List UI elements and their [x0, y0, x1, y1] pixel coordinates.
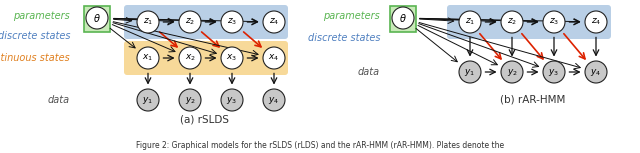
Circle shape [86, 7, 108, 29]
Text: $z_4$: $z_4$ [269, 17, 279, 27]
Text: discrete states: discrete states [307, 33, 380, 43]
Text: $y_1$: $y_1$ [143, 95, 154, 106]
Circle shape [179, 89, 201, 111]
FancyBboxPatch shape [124, 41, 288, 75]
Circle shape [221, 47, 243, 69]
Text: $z_2$: $z_2$ [507, 17, 517, 27]
FancyBboxPatch shape [124, 5, 288, 39]
Circle shape [179, 47, 201, 69]
Text: $z_3$: $z_3$ [227, 17, 237, 27]
Text: (a) rSLDS: (a) rSLDS [180, 115, 230, 125]
Text: $z_1$: $z_1$ [465, 17, 475, 27]
Text: $z_3$: $z_3$ [549, 17, 559, 27]
Text: $\theta$: $\theta$ [399, 12, 407, 24]
Circle shape [543, 11, 565, 33]
Text: $y_4$: $y_4$ [268, 95, 280, 106]
Text: data: data [358, 67, 380, 77]
Circle shape [263, 89, 285, 111]
Text: $z_4$: $z_4$ [591, 17, 601, 27]
Text: parameters: parameters [13, 11, 70, 21]
Circle shape [501, 11, 523, 33]
Text: discrete states: discrete states [0, 31, 70, 41]
Text: parameters: parameters [323, 11, 380, 21]
Circle shape [585, 61, 607, 83]
Text: $y_3$: $y_3$ [227, 95, 237, 106]
Circle shape [137, 89, 159, 111]
Text: $y_2$: $y_2$ [506, 67, 518, 78]
Circle shape [459, 61, 481, 83]
FancyBboxPatch shape [390, 6, 416, 32]
Circle shape [501, 61, 523, 83]
Text: $x_1$: $x_1$ [143, 53, 154, 63]
Text: $x_3$: $x_3$ [227, 53, 237, 63]
Circle shape [221, 89, 243, 111]
Text: $\theta$: $\theta$ [93, 12, 101, 24]
Text: $z_1$: $z_1$ [143, 17, 153, 27]
Circle shape [179, 11, 201, 33]
Circle shape [263, 11, 285, 33]
Text: continuous states: continuous states [0, 53, 70, 63]
Text: Figure 2: Graphical models for the rSLDS (rLDS) and the rAR-HMM (rAR-HMM). Plate: Figure 2: Graphical models for the rSLDS… [136, 142, 504, 151]
Circle shape [543, 61, 565, 83]
FancyBboxPatch shape [447, 5, 611, 39]
Text: data: data [48, 95, 70, 105]
Text: $y_3$: $y_3$ [548, 67, 559, 78]
Text: $y_1$: $y_1$ [465, 67, 476, 78]
Text: $y_4$: $y_4$ [591, 67, 602, 78]
Text: $y_2$: $y_2$ [184, 95, 195, 106]
Circle shape [137, 11, 159, 33]
Circle shape [263, 47, 285, 69]
Circle shape [392, 7, 414, 29]
Circle shape [221, 11, 243, 33]
FancyBboxPatch shape [84, 6, 110, 32]
Circle shape [137, 47, 159, 69]
Circle shape [585, 11, 607, 33]
Text: (b) rAR-HMM: (b) rAR-HMM [500, 95, 566, 105]
Text: $z_2$: $z_2$ [185, 17, 195, 27]
Text: $x_4$: $x_4$ [268, 53, 280, 63]
Circle shape [459, 11, 481, 33]
Text: $x_2$: $x_2$ [184, 53, 195, 63]
